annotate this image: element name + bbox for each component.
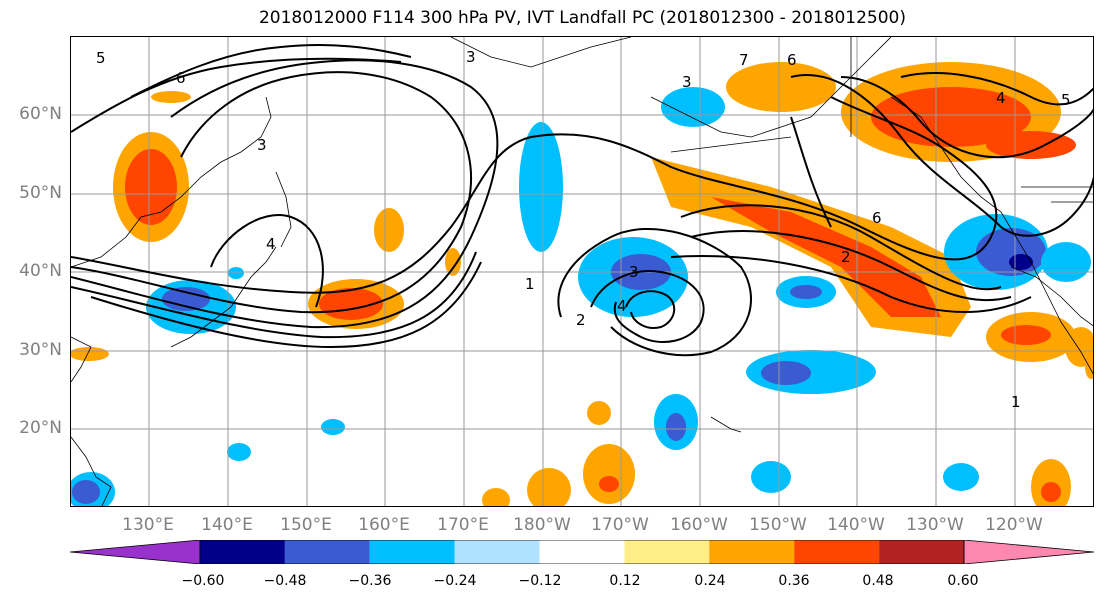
- shaded-region: [445, 248, 461, 276]
- colorbar-tick-label: 0.60: [947, 573, 979, 589]
- contour-label: 1: [1011, 393, 1021, 411]
- contour-label: 4: [266, 235, 276, 253]
- contour-label: 6: [872, 209, 882, 227]
- colorbar-segment: [879, 540, 964, 564]
- shaded-region: [726, 62, 836, 112]
- contour-label: 3: [466, 48, 476, 66]
- lon-label: 120°W: [985, 515, 1043, 535]
- shaded-region: [1001, 325, 1051, 345]
- lat-label: 20°N: [19, 418, 62, 438]
- lon-label: 140°E: [201, 515, 253, 535]
- colorbar-segment: [200, 540, 285, 564]
- colorbar-segments: [70, 540, 1094, 564]
- shaded-region: [711, 197, 941, 317]
- coastlines: [71, 37, 1093, 506]
- lon-label: 130°E: [122, 515, 174, 535]
- shaded-region: [1041, 482, 1061, 502]
- colorbar-border: [199, 540, 965, 564]
- shaded-region: [583, 444, 635, 504]
- shaded-region: [587, 401, 611, 425]
- shaded-region: [227, 443, 251, 461]
- contour-label-group: 5 6 3 3 3 4 1 2 3 4 7 6 4 5 6 2 1: [96, 48, 1071, 411]
- lon-label: 130°W: [906, 515, 964, 535]
- contour-label: 4: [996, 89, 1006, 107]
- colorbar-segment: [624, 540, 710, 564]
- colorbar-extend-low: [70, 540, 201, 564]
- colorbar-tick-label: −0.24: [433, 573, 477, 589]
- lon-label: 160°W: [670, 515, 728, 535]
- colorbar-segment: [539, 540, 625, 564]
- colorbar-tick-label: 0.48: [862, 573, 894, 589]
- colorbar-segment: [454, 540, 540, 564]
- shaded-region: [125, 149, 177, 225]
- colorbar-tick-label: −0.12: [518, 573, 562, 589]
- lon-label: 140°W: [827, 515, 885, 535]
- lat-label: 60°N: [19, 104, 62, 124]
- colorbar-tick-label: 0.24: [694, 573, 726, 589]
- colorbar-tick-label: −0.48: [263, 573, 307, 589]
- shaded-region: [986, 131, 1076, 159]
- colorbar-tick-label: 0.12: [609, 573, 641, 589]
- shaded-region: [790, 285, 822, 299]
- map-svg: 5 6 3 3 3 4 1 2 3 4 7 6 4 5 6 2 1: [71, 37, 1093, 506]
- lon-label: 170°W: [591, 515, 649, 535]
- contour-label: 6: [787, 51, 797, 69]
- shaded-region: [761, 361, 811, 385]
- contour-label: 5: [1061, 91, 1071, 109]
- lon-label: 160°E: [358, 515, 410, 535]
- shaded-region: [482, 488, 510, 506]
- map-panel: 5 6 3 3 3 4 1 2 3 4 7 6 4 5 6 2 1: [70, 36, 1094, 507]
- shaded-region: [751, 461, 791, 493]
- lon-label: 150°W: [749, 515, 807, 535]
- colorbar-segment: [369, 540, 455, 564]
- pv-contours: [71, 44, 1093, 357]
- shaded-region: [1065, 327, 1093, 367]
- shaded-region: [228, 267, 244, 279]
- contour-label: 6: [176, 69, 186, 87]
- shaded-region: [599, 476, 619, 492]
- figure-title: 2018012000 F114 300 hPa PV, IVT Landfall…: [258, 8, 906, 28]
- contour-label: 4: [617, 297, 627, 315]
- colorbar: [70, 540, 1094, 564]
- colorbar-tick-label: 0.36: [778, 573, 810, 589]
- contour-label: 3: [682, 73, 692, 91]
- lat-label: 40°N: [19, 261, 62, 281]
- colorbar-extend-high: [963, 540, 1094, 564]
- shaded-region: [321, 419, 345, 435]
- colorbar-segment: [794, 540, 880, 564]
- shaded-region: [527, 468, 571, 506]
- lon-label: 150°E: [280, 515, 332, 535]
- shaded-region: [1041, 242, 1091, 282]
- contour-label: 1: [525, 275, 535, 293]
- contour-label: 5: [96, 49, 106, 67]
- shaded-region: [661, 87, 725, 127]
- shaded-region: [151, 91, 191, 103]
- colorbar-tick-label: −0.60: [181, 573, 225, 589]
- lon-label: 170°E: [437, 515, 489, 535]
- contour-label: 7: [739, 51, 749, 69]
- contour-label: 3: [257, 136, 267, 154]
- lon-label: 180°W: [513, 515, 571, 535]
- lat-label: 50°N: [19, 183, 62, 203]
- shaded-region: [519, 122, 563, 252]
- lat-label: 30°N: [19, 340, 62, 360]
- contour-label: 2: [576, 311, 586, 329]
- contour-label: 3: [629, 263, 639, 281]
- colorbar-tick-label: −0.36: [348, 573, 392, 589]
- colorbar-segment: [284, 540, 370, 564]
- shaded-region: [943, 463, 979, 491]
- shaded-region: [666, 413, 686, 441]
- colorbar-segment: [709, 540, 795, 564]
- contour-label: 2: [841, 248, 851, 266]
- shaded-region: [72, 480, 100, 504]
- shaded-region: [374, 208, 404, 252]
- shaded-region: [162, 287, 210, 311]
